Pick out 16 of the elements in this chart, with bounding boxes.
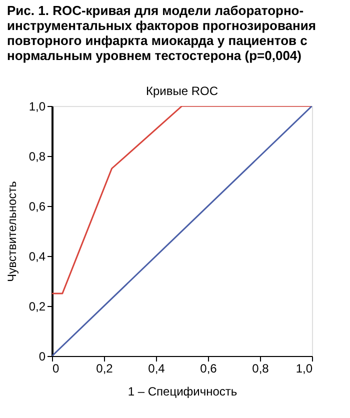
x-axis-title: 1 – Специфичность — [128, 384, 238, 398]
y-tick-label: 0 — [38, 350, 46, 364]
x-tick-label: 0,2 — [96, 362, 114, 376]
y-tick-label: 0,4 — [28, 250, 46, 264]
chart-subtitle: Кривые ROC — [146, 84, 218, 98]
x-tick-label: 0,6 — [200, 362, 218, 376]
x-tick-label: 0 — [52, 362, 60, 376]
y-axis-title: Чувствительность — [4, 181, 19, 282]
y-tick-label: 0,6 — [28, 200, 46, 214]
x-tick-label: 0,8 — [252, 362, 270, 376]
y-tick-label: 0,8 — [28, 150, 46, 164]
y-tick-label: 1,0 — [28, 100, 46, 114]
chart-title: Рис. 1. ROC-кривая для модели лабораторно-инструментальных факторов прогнозирования повторного инфаркта миокарда у пациентов с нормальным уровнем тестостерона (p=0,004) — [7, 3, 316, 63]
x-tick-label: 1,0 — [296, 362, 313, 376]
y-tick-label: 0,2 — [28, 300, 46, 314]
x-tick-label: 0,4 — [148, 362, 166, 376]
